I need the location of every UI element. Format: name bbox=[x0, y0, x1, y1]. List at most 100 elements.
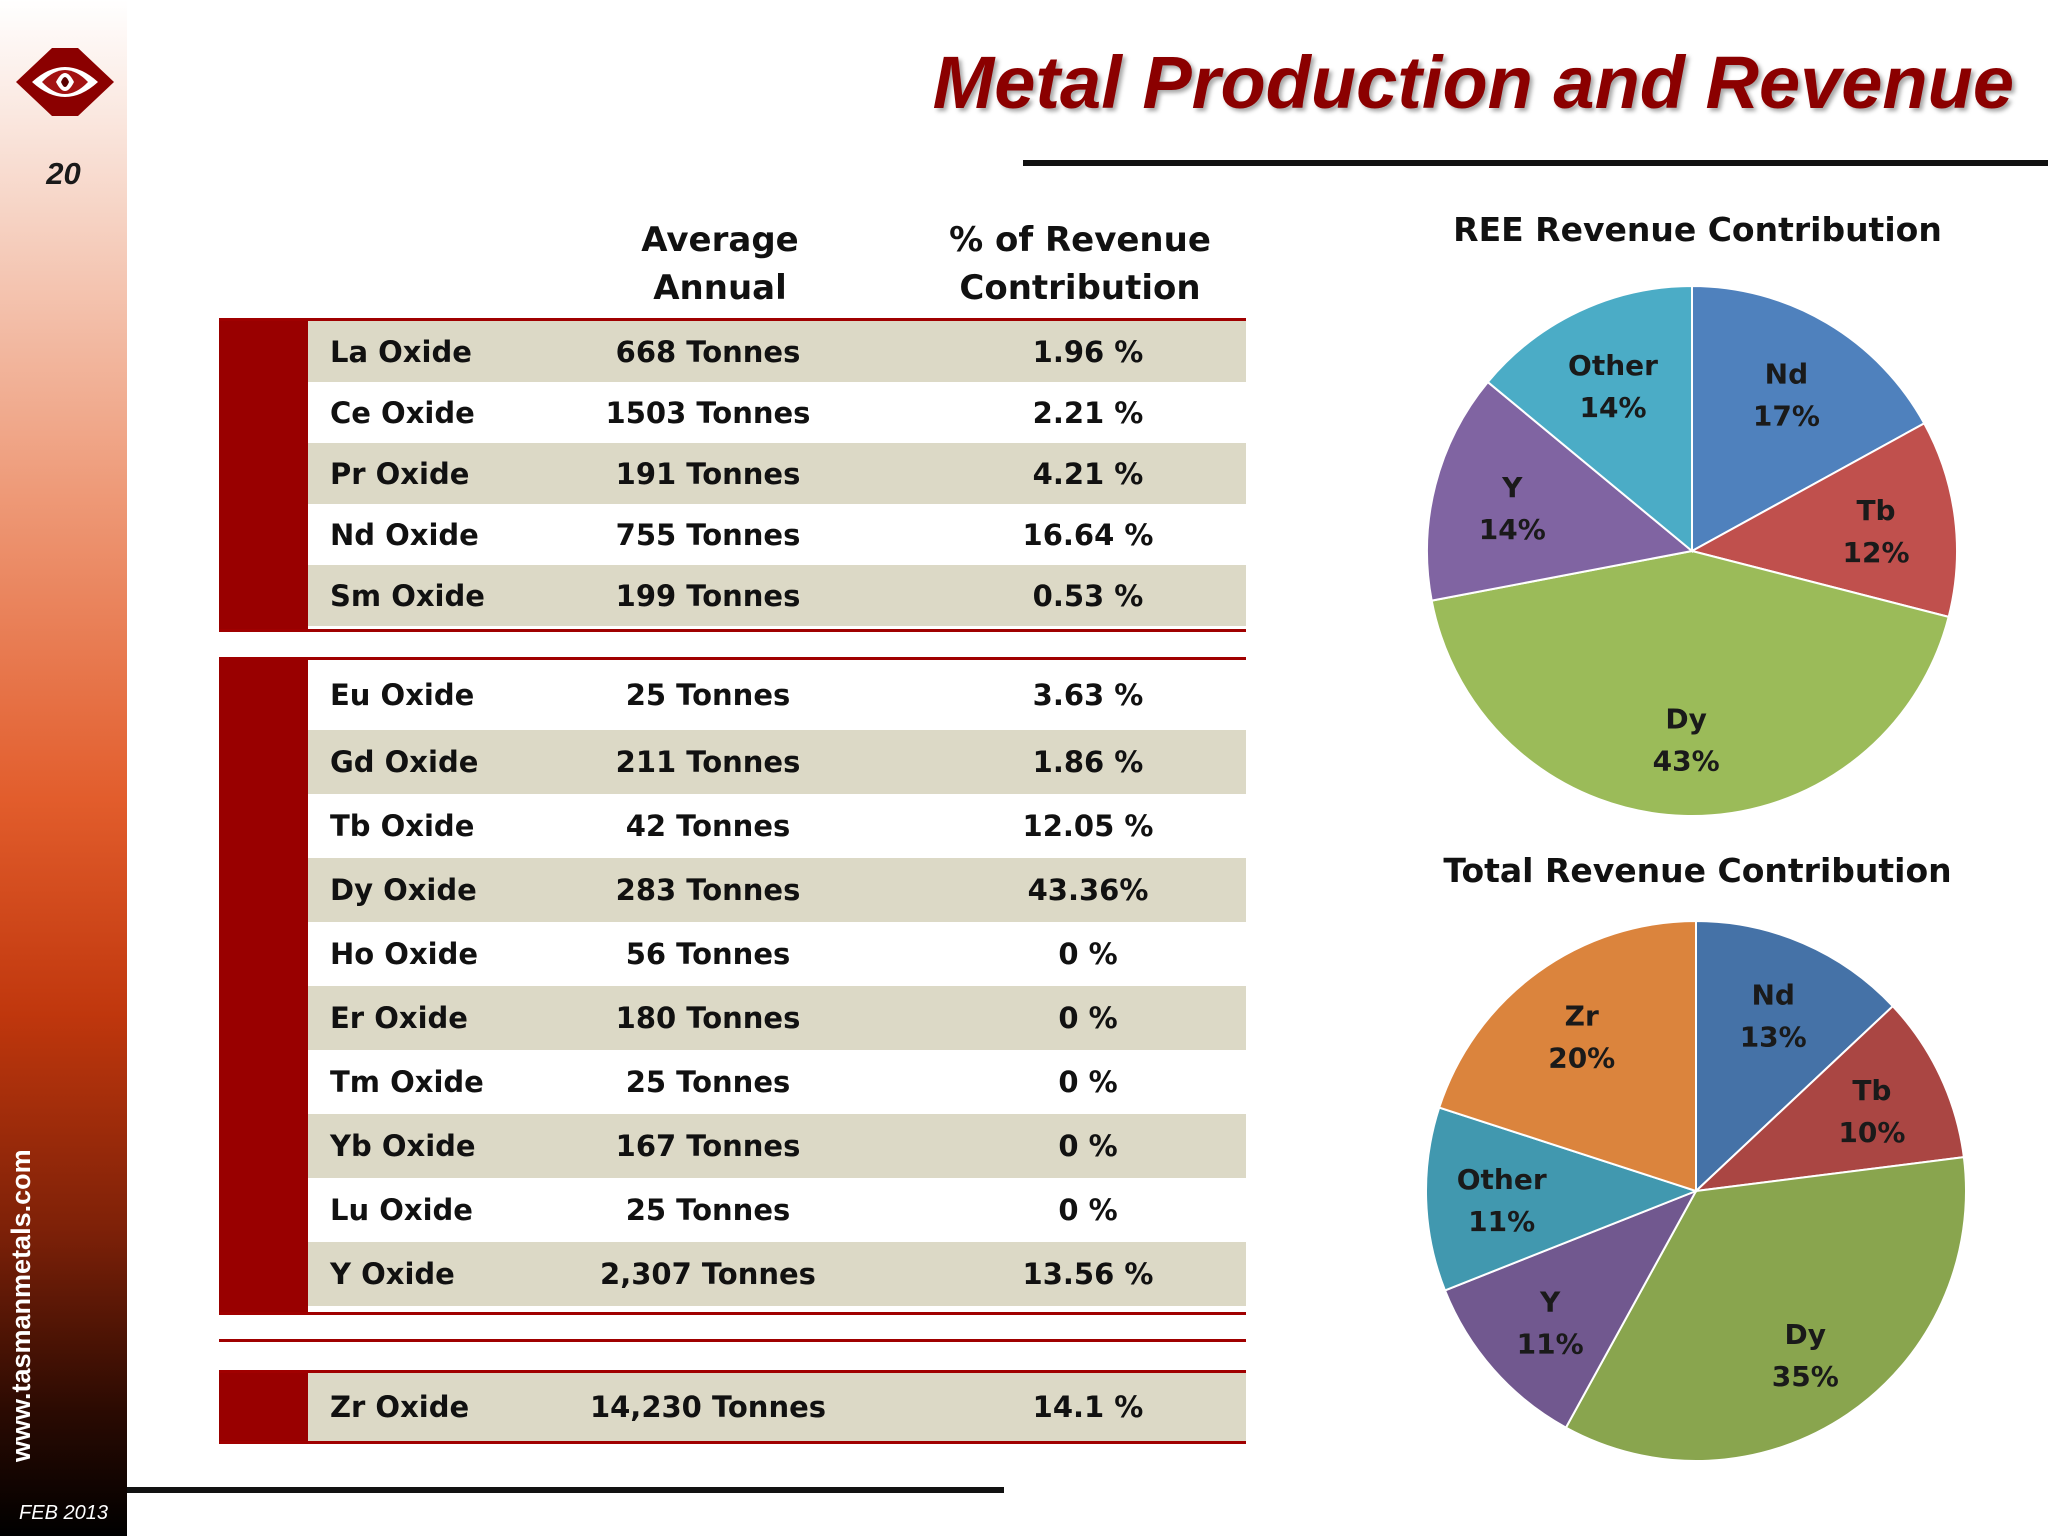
pie-slice-other bbox=[1425, 1106, 1699, 1292]
revenue-percent: 0 % bbox=[1058, 1193, 1118, 1227]
pie-slice-y bbox=[1443, 1189, 1699, 1429]
table-row: Sm Oxide 199 Tonnes 0.53 % bbox=[308, 565, 1246, 626]
oxide-name: Dy Oxide bbox=[330, 873, 477, 907]
slice-label: Other bbox=[1568, 349, 1658, 382]
sidebar: 20 www.tasmanmetals.com FEB 2013 bbox=[0, 0, 127, 1536]
revenue-percent: 14.1 % bbox=[1032, 1390, 1144, 1424]
metal-output: 25 Tonnes bbox=[625, 1193, 791, 1227]
slice-percent: 14% bbox=[1479, 513, 1546, 546]
slice-label: Zr bbox=[1565, 1000, 1599, 1033]
slice-label: Dy bbox=[1785, 1318, 1827, 1351]
slice-label: Y bbox=[1501, 471, 1523, 504]
table-row: La Oxide 668 Tonnes 1.96 % bbox=[308, 321, 1246, 382]
group-marker-bar bbox=[219, 1373, 308, 1441]
table-row: Dy Oxide 283 Tonnes 43.36% bbox=[308, 858, 1246, 922]
pie-slice-zr bbox=[1437, 919, 1697, 1193]
revenue-percent: 2.21 % bbox=[1032, 395, 1144, 430]
metal-output: 199 Tonnes bbox=[615, 578, 801, 613]
pie-slice-tb bbox=[1689, 421, 1958, 619]
revenue-percent: 43.36% bbox=[1027, 873, 1149, 907]
revenue-percent: 0 % bbox=[1058, 1129, 1118, 1163]
metal-output: 668 Tonnes bbox=[615, 334, 801, 369]
slice-label: Dy bbox=[1665, 702, 1707, 735]
table-row: Er Oxide 180 Tonnes 0 % bbox=[308, 986, 1246, 1050]
pie-slice-nd bbox=[1691, 284, 1926, 553]
slide-number: 20 bbox=[46, 156, 81, 191]
table-row: Ce Oxide 1503 Tonnes 2.21 % bbox=[308, 382, 1246, 443]
metal-output: 167 Tonnes bbox=[615, 1129, 801, 1163]
slice-percent: 14% bbox=[1580, 391, 1647, 424]
revenue-percent: 0 % bbox=[1058, 937, 1118, 971]
oxide-name: Tm Oxide bbox=[330, 1065, 484, 1099]
group-marker-bar bbox=[219, 660, 308, 1312]
revenue-percent: 1.96 % bbox=[1032, 334, 1144, 369]
metal-output: 56 Tonnes bbox=[625, 937, 791, 971]
slice-percent: 10% bbox=[1838, 1116, 1905, 1149]
revenue-header-line1: % of Revenue bbox=[949, 220, 1211, 260]
page-title: Metal Production and Revenue bbox=[932, 41, 2014, 124]
metal-output: 14,230 Tonnes bbox=[589, 1390, 827, 1424]
table-row: Tm Oxide 25 Tonnes 0 % bbox=[308, 1050, 1246, 1114]
oxide-name: Eu Oxide bbox=[330, 678, 475, 712]
oxide-name: Ce Oxide bbox=[330, 395, 475, 430]
oxide-name: Y Oxide bbox=[330, 1257, 455, 1291]
pie-slice-dy bbox=[1430, 549, 1950, 817]
slice-percent: 20% bbox=[1548, 1042, 1615, 1075]
metal-output: 180 Tonnes bbox=[615, 1001, 801, 1035]
group-marker-bar bbox=[219, 321, 308, 629]
slice-label: Nd bbox=[1765, 357, 1808, 390]
table-row: Yb Oxide 167 Tonnes 0 % bbox=[308, 1114, 1246, 1178]
slice-percent: 35% bbox=[1772, 1360, 1839, 1393]
revenue-percent: 0.53 % bbox=[1032, 578, 1144, 613]
oxide-name: Er Oxide bbox=[330, 1001, 468, 1035]
oxide-name: Sm Oxide bbox=[330, 578, 485, 613]
metal-output: 191 Tonnes bbox=[615, 456, 801, 491]
total-revenue-pie-chart: Nd 13% Tb 10% Dy 35% Y 11% Other 11% Zr 20% bbox=[1425, 919, 1967, 1462]
oxide-name: Yb Oxide bbox=[330, 1129, 476, 1163]
metal-output: 42 Tonnes bbox=[625, 809, 791, 843]
bottom-divider bbox=[127, 1487, 1004, 1493]
total-chart-title: Total Revenue Contribution bbox=[1443, 851, 1952, 890]
metal-output: 25 Tonnes bbox=[625, 678, 791, 712]
pie-slice-tb bbox=[1693, 1004, 1965, 1193]
revenue-percent: 13.56 % bbox=[1022, 1257, 1154, 1291]
metal-output: 755 Tonnes bbox=[615, 517, 801, 552]
revenue-percent: 3.63 % bbox=[1032, 678, 1144, 712]
table-row: Pr Oxide 191 Tonnes 4.21 % bbox=[308, 443, 1246, 504]
revenue-percent: 16.64 % bbox=[1022, 517, 1154, 552]
revenue-percent: 12.05 % bbox=[1022, 809, 1154, 843]
table-row: Gd Oxide 211 Tonnes 1.86 % bbox=[308, 730, 1246, 794]
website-url[interactable]: www.tasmanmetals.com bbox=[6, 1149, 36, 1462]
oxide-name: Lu Oxide bbox=[330, 1193, 473, 1227]
pie-slice-dy bbox=[1564, 1156, 1967, 1462]
table-row: Eu Oxide 25 Tonnes 3.63 % bbox=[308, 660, 1246, 730]
oxide-name: Ho Oxide bbox=[330, 937, 479, 971]
presentation-date: FEB 2013 bbox=[19, 1502, 108, 1524]
revenue-percent: 0 % bbox=[1058, 1001, 1118, 1035]
slice-percent: 11% bbox=[1468, 1205, 1535, 1238]
ree-revenue-pie-chart: Nd 17% Tb 12% Dy 43% Y 14% Other 14% bbox=[1426, 284, 1958, 817]
table-row: Tb Oxide 42 Tonnes 12.05 % bbox=[308, 794, 1246, 858]
pie-slice-y bbox=[1426, 380, 1695, 602]
revenue-percent: 4.21 % bbox=[1032, 456, 1144, 491]
metal-output: 1503 Tonnes bbox=[605, 395, 811, 430]
slice-percent: 11% bbox=[1517, 1328, 1584, 1361]
title-divider bbox=[1023, 160, 2048, 166]
oxide-name: Zr Oxide bbox=[330, 1390, 470, 1424]
oxide-name: Nd Oxide bbox=[330, 517, 479, 552]
table-row: Ho Oxide 56 Tonnes 0 % bbox=[308, 922, 1246, 986]
table-group-light: La Oxide 668 Tonnes 1.96 % Ce Oxide 1503 Ton… bbox=[219, 318, 1246, 632]
table-row: Y Oxide 2,307 Tonnes 13.56 % bbox=[308, 1242, 1246, 1306]
metal-output: 211 Tonnes bbox=[615, 745, 801, 779]
metal-output: 283 Tonnes bbox=[615, 873, 801, 907]
pie-slice-other bbox=[1486, 284, 1693, 554]
slice-label: Tb bbox=[1856, 494, 1895, 527]
revenue-header-line2: Contribution bbox=[959, 268, 1201, 308]
oxide-name: Pr Oxide bbox=[330, 456, 470, 491]
table-row: Zr Oxide 14,230 Tonnes 14.1 % bbox=[308, 1373, 1246, 1441]
revenue-percent: 1.86 % bbox=[1032, 745, 1144, 779]
slice-label: Y bbox=[1539, 1286, 1561, 1319]
slice-label: Other bbox=[1457, 1163, 1547, 1196]
metal-output: 25 Tonnes bbox=[625, 1065, 791, 1099]
revenue-column-header: % of Revenue Contribution bbox=[930, 216, 1230, 312]
